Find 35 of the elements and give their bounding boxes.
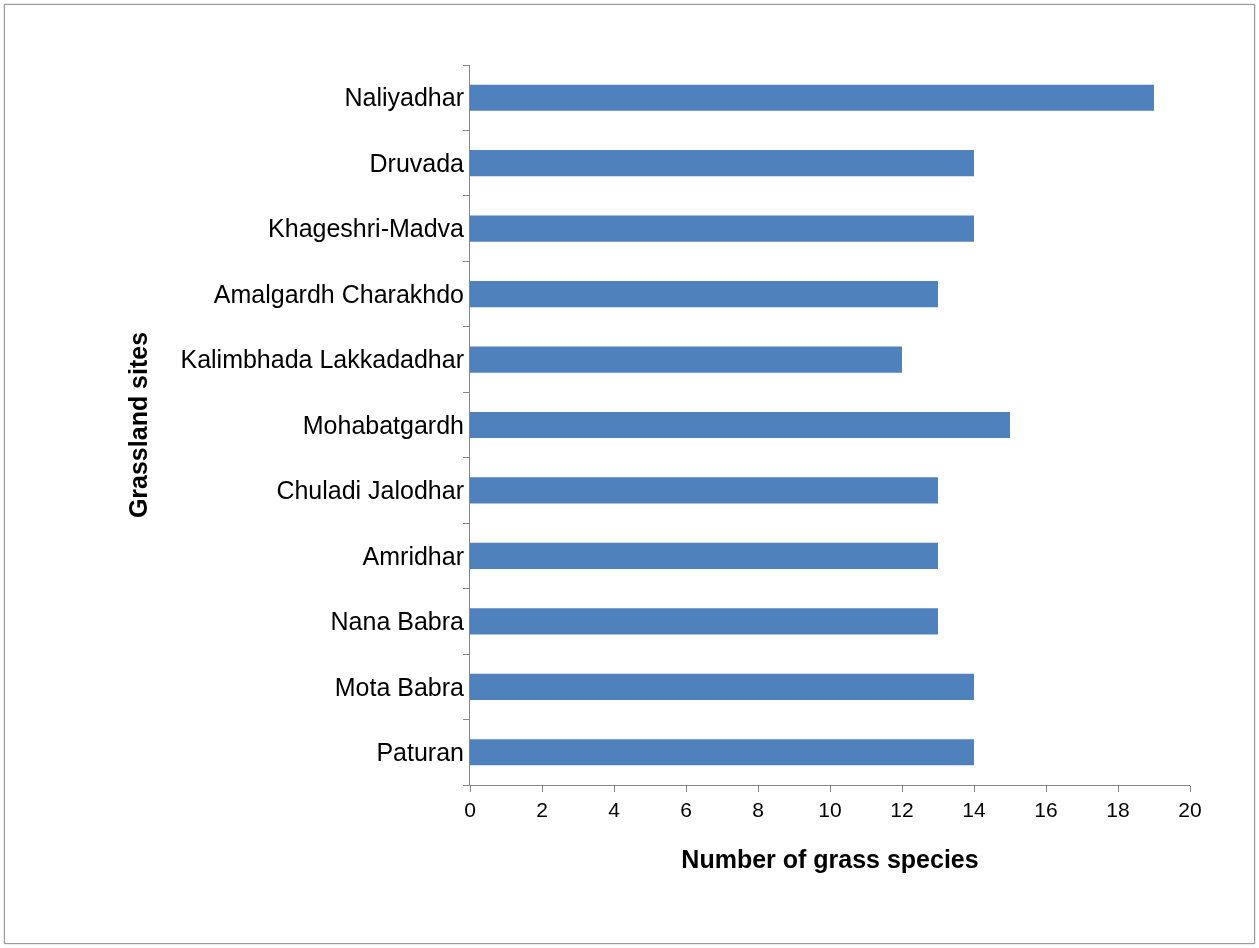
x-tick-label: 0	[464, 798, 476, 822]
bar	[470, 281, 938, 308]
y-tick-label: Naliyadhar	[344, 83, 464, 112]
x-tick-label: 10	[818, 798, 842, 822]
bar	[470, 542, 938, 569]
bar	[470, 477, 938, 504]
bar	[470, 84, 1154, 111]
bar	[470, 608, 938, 635]
x-tick-label: 20	[1178, 798, 1202, 822]
bar	[470, 215, 974, 242]
y-tick-label: Amridhar	[362, 541, 464, 570]
x-tick-label: 16	[1034, 798, 1058, 822]
x-axis-title: Number of grass species	[681, 845, 979, 874]
y-tick-label: Khageshri-Madva	[268, 214, 465, 243]
y-tick-label: Paturan	[376, 738, 464, 767]
bar	[470, 739, 974, 766]
y-tick-label: Mota Babra	[334, 672, 465, 701]
x-tick-label: 8	[752, 798, 764, 822]
x-tick-label: 2	[536, 798, 548, 822]
x-tick-label: 12	[890, 798, 914, 822]
bar	[470, 150, 974, 177]
x-tick-label: 4	[608, 798, 621, 822]
bar	[470, 346, 902, 373]
bar	[470, 411, 1010, 439]
y-axis-title: Grassland sites	[124, 331, 153, 519]
x-tick-label: 6	[680, 798, 692, 822]
y-tick-label: Chuladi Jalodhar	[276, 476, 464, 505]
y-tick-label: Mohabatgardh	[302, 410, 464, 439]
x-tick-label: 18	[1106, 798, 1130, 822]
y-tick-label: Nana Babra	[330, 607, 465, 636]
y-tick-label: Druvada	[369, 148, 465, 177]
x-tick-label: 14	[962, 798, 986, 822]
bar	[470, 673, 974, 700]
y-tick-label: Kalimbhada Lakkadadhar	[180, 345, 464, 374]
y-tick-label: Amalgardh Charakhdo	[213, 279, 464, 308]
